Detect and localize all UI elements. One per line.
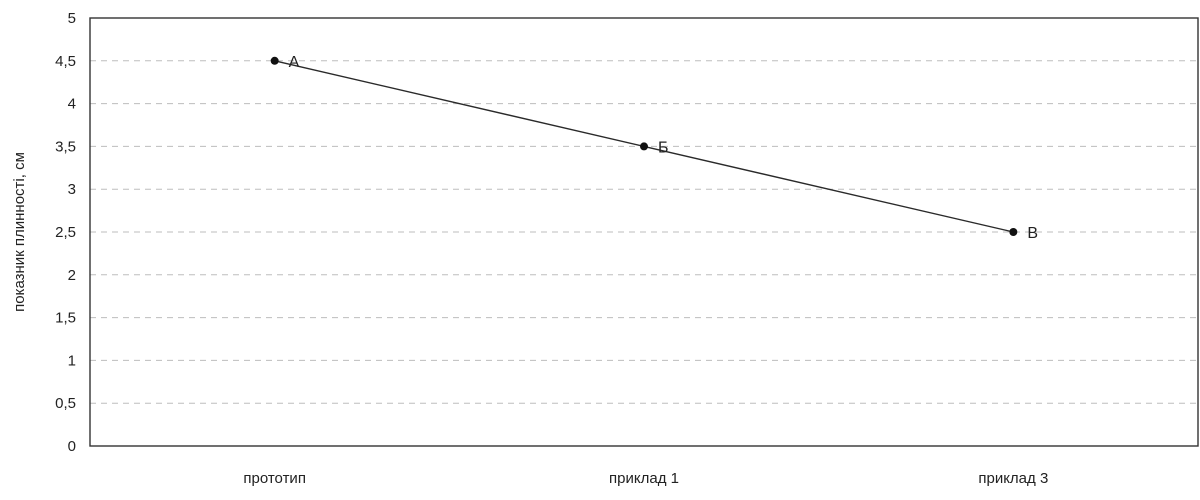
y-tick-label: 4,5: [55, 53, 76, 70]
y-tick-label: 2,5: [55, 224, 76, 241]
data-point: [640, 142, 648, 151]
y-axis-tick-labels: 0 0,5 1 1,5 2 2,5 3 3,5 4 4,5 5: [55, 10, 76, 455]
y-tick-label: 0: [68, 438, 76, 455]
series-layer: А Б В: [270, 54, 1038, 242]
data-point: [270, 56, 279, 65]
y-tick-label: 0,5: [55, 395, 76, 412]
y-tick-label: 3: [68, 181, 76, 198]
point-label: Б: [658, 139, 669, 156]
y-tick-label: 4: [68, 96, 76, 113]
data-point: [1009, 228, 1018, 236]
y-tick-label: 1: [68, 352, 76, 369]
y-tick-label: 1,5: [55, 310, 76, 327]
x-category-label: приклад 1: [609, 470, 679, 487]
x-axis-category-labels: прототип приклад 1 приклад 3: [243, 470, 1048, 487]
point-label: В: [1027, 225, 1038, 242]
point-label: А: [289, 54, 300, 71]
plot-area-frame: [89, 17, 1199, 447]
y-tick-label: 3,5: [55, 138, 76, 155]
x-category-label: прототип: [243, 470, 306, 487]
y-axis-title: показник плинності, см: [11, 152, 28, 312]
y-tick-label: 2: [68, 267, 76, 284]
y-tick-label: 5: [68, 10, 76, 27]
x-category-label: приклад 3: [978, 470, 1048, 487]
